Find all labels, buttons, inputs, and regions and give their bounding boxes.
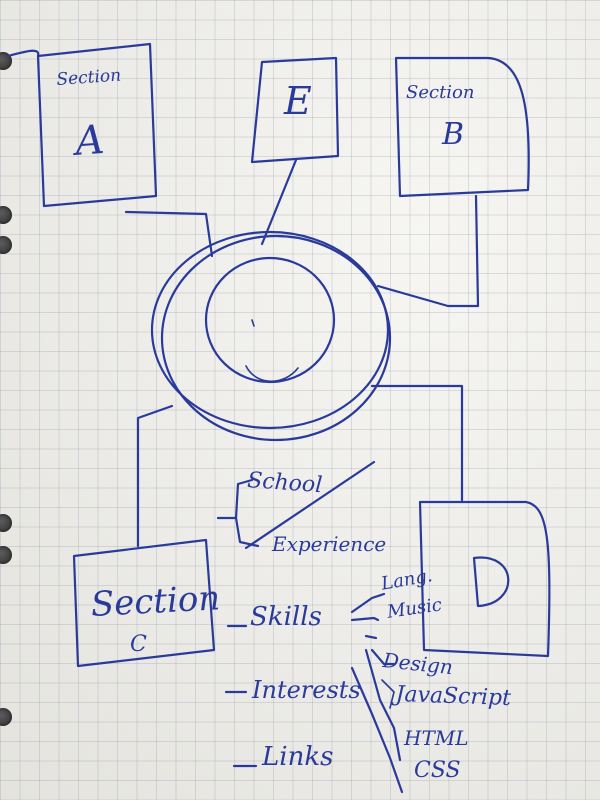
experience-label: Experience (272, 532, 387, 556)
smiley-eye (251, 319, 255, 327)
section-a-letter: A (73, 116, 106, 165)
section-e-connector (260, 158, 298, 246)
section-c-connector (136, 404, 174, 548)
center-outer-circle-2 (160, 234, 392, 442)
binder-hole (0, 708, 12, 726)
javascript-label: JavaScript (395, 682, 512, 712)
smiley-mouth (245, 365, 299, 382)
section-d-box (418, 500, 551, 658)
binder-hole (0, 546, 12, 564)
strike-line (244, 460, 376, 550)
section-a-connector (124, 210, 214, 258)
section-d-letter (472, 556, 510, 608)
section-c-title: Section (89, 578, 222, 625)
binder-hole (0, 236, 12, 254)
section-a-box (36, 42, 158, 208)
section-b-title: Section (406, 82, 475, 103)
section-d-label: D (470, 556, 507, 602)
binder-hole (0, 514, 12, 532)
links-label: Links (262, 742, 334, 772)
long-stroke-2 (350, 666, 404, 794)
school-label: School (246, 468, 324, 499)
skills-branch-c (364, 634, 378, 640)
section-a-title: Section (55, 65, 122, 90)
css-label: CSS (414, 758, 461, 783)
interests-label: Interests (252, 676, 361, 704)
section-e-letter: E (284, 79, 312, 123)
skills-branch-d (370, 648, 396, 666)
html-label: HTML (404, 726, 469, 750)
section-e-box (250, 56, 340, 164)
javascript-bracket (381, 679, 395, 709)
skills-branch-b (350, 616, 380, 622)
section-c-letter: C (130, 632, 147, 657)
long-stroke-1 (364, 648, 402, 762)
section-b-box (394, 56, 530, 198)
binder-hole (0, 206, 12, 224)
section-b-connector (376, 194, 480, 308)
center-outer-circle (150, 230, 390, 430)
connector-top-left (6, 49, 40, 58)
section-d-connector (370, 384, 464, 502)
center-inner-circle (204, 256, 336, 384)
school-bracket (216, 478, 254, 520)
skills-label: Skills (250, 602, 322, 632)
section-b-letter: B (442, 117, 465, 152)
skills-branch-a (350, 592, 386, 614)
section-c-box (72, 538, 216, 668)
